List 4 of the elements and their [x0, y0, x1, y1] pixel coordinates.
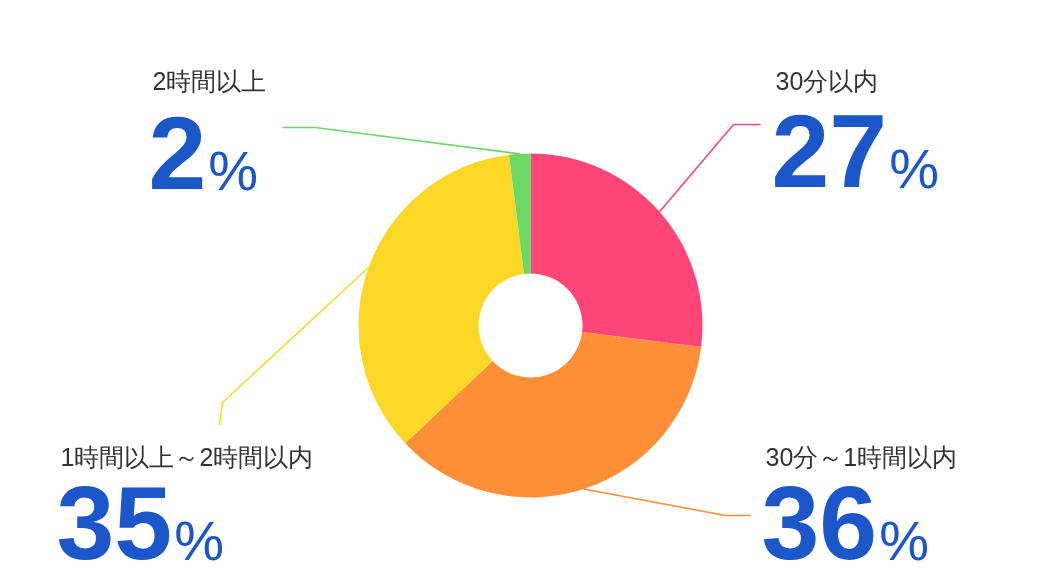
slice-label: 30分以内 — [775, 66, 879, 95]
data-label: 27% — [771, 92, 939, 209]
data-label: 2% — [148, 94, 259, 211]
slice-label: 2時間以上 — [152, 66, 267, 95]
